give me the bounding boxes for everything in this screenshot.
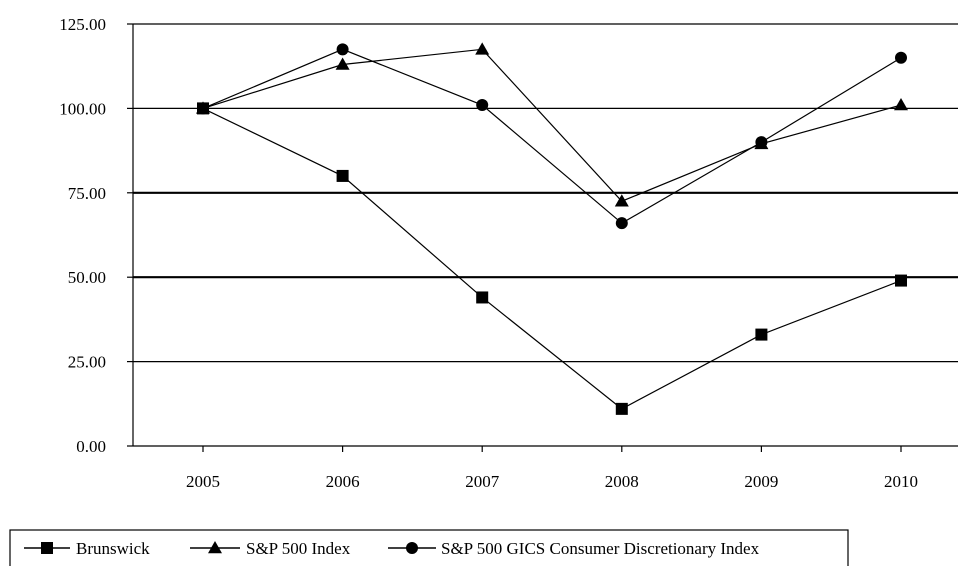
series [196, 42, 908, 415]
axes [127, 23, 958, 452]
x-tick-label: 2006 [326, 472, 360, 491]
data-point [755, 328, 768, 341]
y-tick-label: 75.00 [68, 184, 106, 203]
data-point [615, 402, 628, 415]
legend-label: Brunswick [76, 539, 150, 558]
y-tick-labels: 0.00 25.00 50.00 75.00 100.00 125.00 [59, 15, 106, 456]
legend-item: S&P 500 GICS Consumer Discretionary Inde… [388, 539, 760, 558]
y-tick-label: 25.00 [68, 353, 106, 372]
legend-marker [406, 542, 418, 554]
series-line [202, 48, 902, 202]
legend-marker [208, 541, 222, 554]
data-point [336, 43, 349, 56]
series-group [197, 102, 907, 415]
series-group [197, 43, 907, 230]
data-point [336, 169, 349, 182]
x-tick-labels: 2005 2006 2007 2008 2009 2010 [186, 472, 918, 491]
data-point [476, 99, 489, 112]
legend-item: S&P 500 Index [190, 539, 351, 558]
series-line [202, 48, 902, 224]
y-tick-label: 50.00 [68, 268, 106, 287]
legend-label: S&P 500 GICS Consumer Discretionary Inde… [441, 539, 760, 558]
data-point [615, 217, 628, 230]
y-tick-label: 0.00 [76, 437, 106, 456]
x-tick-label: 2008 [605, 472, 639, 491]
data-point [614, 194, 629, 207]
x-tick-label: 2010 [884, 472, 918, 491]
x-tick-label: 2005 [186, 472, 220, 491]
series-group [196, 42, 908, 207]
data-point [755, 136, 768, 149]
x-tick-label: 2009 [744, 472, 778, 491]
series-line [202, 107, 902, 410]
data-point [895, 274, 907, 287]
data-point [197, 102, 209, 115]
data-point [894, 98, 908, 111]
gridlines [133, 23, 958, 363]
y-tick-label: 100.00 [59, 99, 106, 118]
x-tick-label: 2007 [465, 472, 500, 491]
data-point [335, 57, 350, 70]
legend-marker [41, 542, 53, 554]
legend-item: Brunswick [24, 539, 150, 558]
data-point [895, 51, 907, 64]
data-point [475, 42, 490, 55]
legend-label: S&P 500 Index [246, 539, 351, 558]
legend: Brunswick S&P 500 Index S&P 500 GICS Consu… [9, 529, 849, 566]
data-point [476, 291, 489, 304]
y-tick-label: 125.00 [59, 15, 106, 34]
